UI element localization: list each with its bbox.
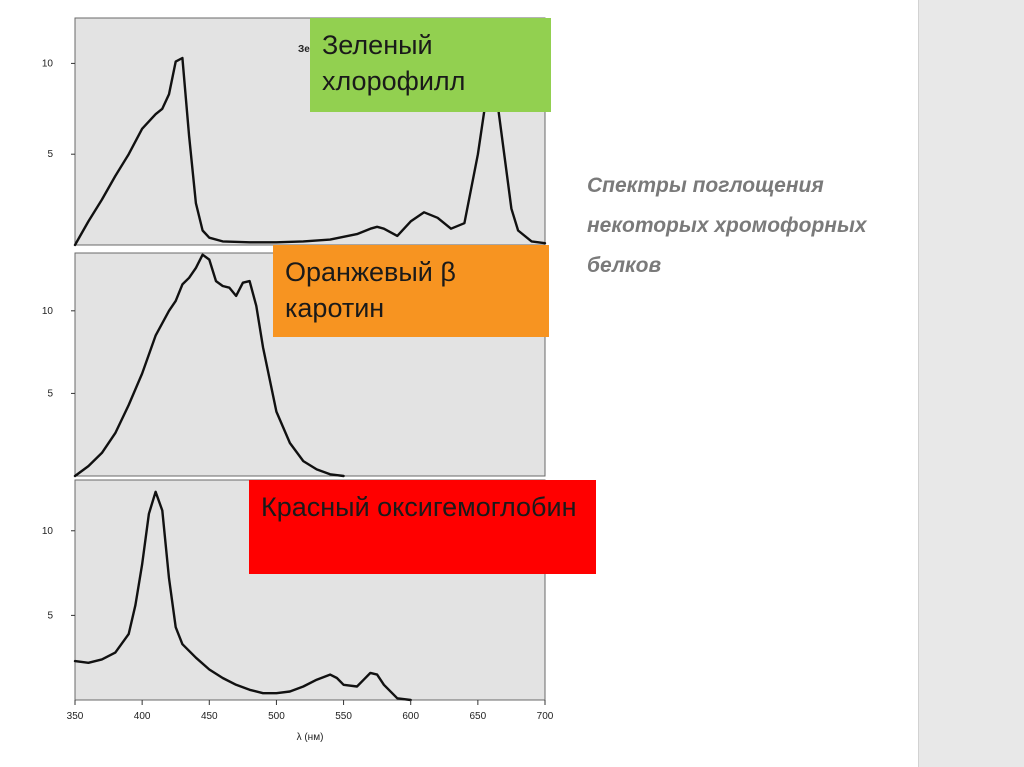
slide-caption: Спектры поглощения некоторых хромофорных… xyxy=(587,174,867,277)
panel-label: Зе xyxy=(298,44,310,55)
x-tick-label: 550 xyxy=(335,711,352,722)
oxyhemoglobin-callout: Красный оксигемоглобин xyxy=(249,480,596,574)
slide-side-band xyxy=(918,0,1024,767)
y-tick-label: 10 xyxy=(42,526,54,537)
x-tick-label: 350 xyxy=(67,711,84,722)
spectrum-curve xyxy=(73,253,345,478)
carotene-callout-text: Оранжевый β каротин xyxy=(285,257,456,323)
y-tick-label: 5 xyxy=(47,610,53,621)
x-tick-label: 600 xyxy=(402,711,419,722)
chlorophyll-callout: Зеленый хлорофилл xyxy=(310,18,551,112)
y-tick-label: 10 xyxy=(42,306,54,317)
y-tick-label: 10 xyxy=(42,58,54,69)
x-tick-label: 700 xyxy=(537,711,554,722)
carotene-callout: Оранжевый β каротин xyxy=(273,245,549,337)
absorption-spectra-figure: 5 10 Зе 5 10 5 10 350 400 450 500 550 600 650 700 λ (н… xyxy=(42,17,554,743)
y-tick-label: 5 xyxy=(47,149,53,160)
x-tick-label: 500 xyxy=(268,711,285,722)
x-tick-label: 400 xyxy=(134,711,151,722)
spectrum-curve xyxy=(73,490,412,702)
x-axis-label: λ (нм) xyxy=(297,732,324,743)
x-tick-label: 450 xyxy=(201,711,218,722)
y-tick-label: 5 xyxy=(47,388,53,399)
oxyhemoglobin-callout-text: Красный оксигемоглобин xyxy=(261,492,577,522)
chlorophyll-callout-text: Зеленый хлорофилл xyxy=(322,30,466,96)
x-tick-label: 650 xyxy=(470,711,487,722)
